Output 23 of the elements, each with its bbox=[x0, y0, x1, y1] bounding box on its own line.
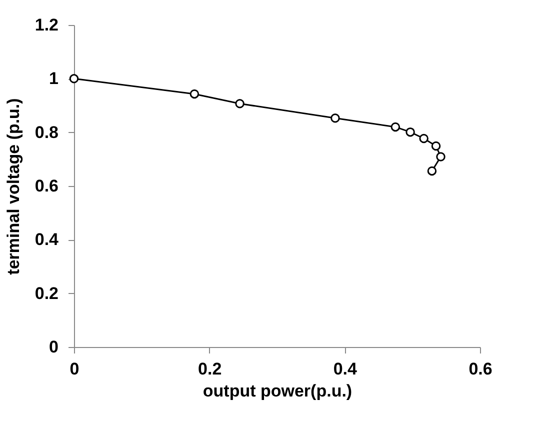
point bbox=[427, 166, 437, 176]
x-tick-label: 0.4 bbox=[333, 360, 358, 378]
x-tick-label: 0.2 bbox=[198, 360, 222, 378]
point bbox=[390, 122, 400, 132]
y-tick-label: 0 bbox=[49, 338, 58, 356]
point bbox=[190, 89, 200, 99]
point bbox=[419, 134, 428, 144]
y-tick-label: 1.2 bbox=[34, 16, 58, 34]
y-tick-label: 0.4 bbox=[34, 230, 60, 250]
x-tick-label: 0.6 bbox=[468, 360, 492, 378]
point bbox=[235, 99, 244, 108]
y-tick-label: 1 bbox=[49, 69, 58, 88]
y-tick-label: 0.2 bbox=[34, 284, 58, 303]
point bbox=[406, 127, 415, 137]
point bbox=[436, 152, 446, 162]
y-axis-title: terminal voltage (p.u.) bbox=[4, 98, 23, 275]
point bbox=[69, 74, 79, 84]
point bbox=[330, 113, 340, 123]
x-tick-label: 0 bbox=[70, 360, 80, 378]
y-tick-label: 0.8 bbox=[34, 122, 58, 142]
point bbox=[431, 141, 441, 151]
x-axis-title: output power(p.u.) bbox=[202, 382, 352, 400]
y-tick-label: 0.6 bbox=[34, 176, 58, 196]
